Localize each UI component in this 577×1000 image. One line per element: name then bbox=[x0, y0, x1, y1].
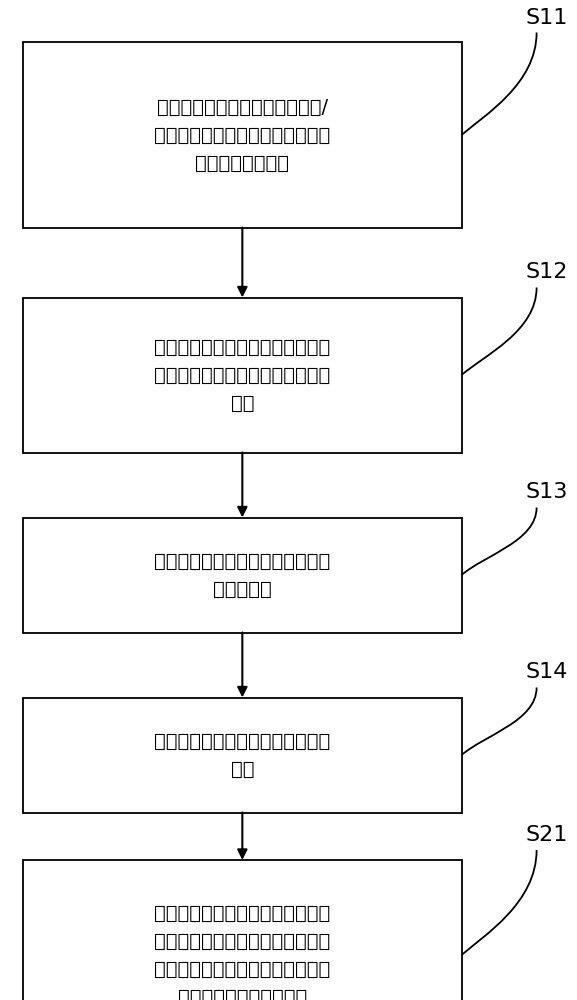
Text: 处理器根据环境信息确定空调的目
标运行参数: 处理器根据环境信息确定空调的目 标运行参数 bbox=[154, 552, 331, 598]
Text: S14: S14 bbox=[525, 662, 567, 682]
Text: 在当前时刻达到目标时刻与设定调
节时长之和的情况下，处理器将目
标运行参数中的目标运行温度恢复
至预调节时刻的运行温度: 在当前时刻达到目标时刻与设定调 节时长之和的情况下，处理器将目 标运行参数中的目… bbox=[154, 904, 331, 1000]
Text: S11: S11 bbox=[525, 7, 567, 27]
Text: 在当前时刻达到预调节时刻的情况
下，处理器获得预调节时刻的环境
信息: 在当前时刻达到预调节时刻的情况 下，处理器获得预调节时刻的环境 信息 bbox=[154, 338, 331, 412]
Bar bbox=[23, 860, 462, 1000]
Text: S13: S13 bbox=[525, 483, 567, 502]
Text: S21: S21 bbox=[525, 825, 567, 845]
Bar bbox=[23, 298, 462, 452]
Text: S12: S12 bbox=[525, 262, 567, 282]
Bar bbox=[23, 698, 462, 812]
Bar bbox=[23, 42, 462, 228]
Text: 处理器根据用户预计离开室内和/
或预计返回室内的目标时刻，确定
空调的预调节时刻: 处理器根据用户预计离开室内和/ 或预计返回室内的目标时刻，确定 空调的预调节时刻 bbox=[154, 98, 331, 172]
Text: 处理器控制空调在目标运行参数下
运行: 处理器控制空调在目标运行参数下 运行 bbox=[154, 732, 331, 778]
Bar bbox=[23, 518, 462, 633]
